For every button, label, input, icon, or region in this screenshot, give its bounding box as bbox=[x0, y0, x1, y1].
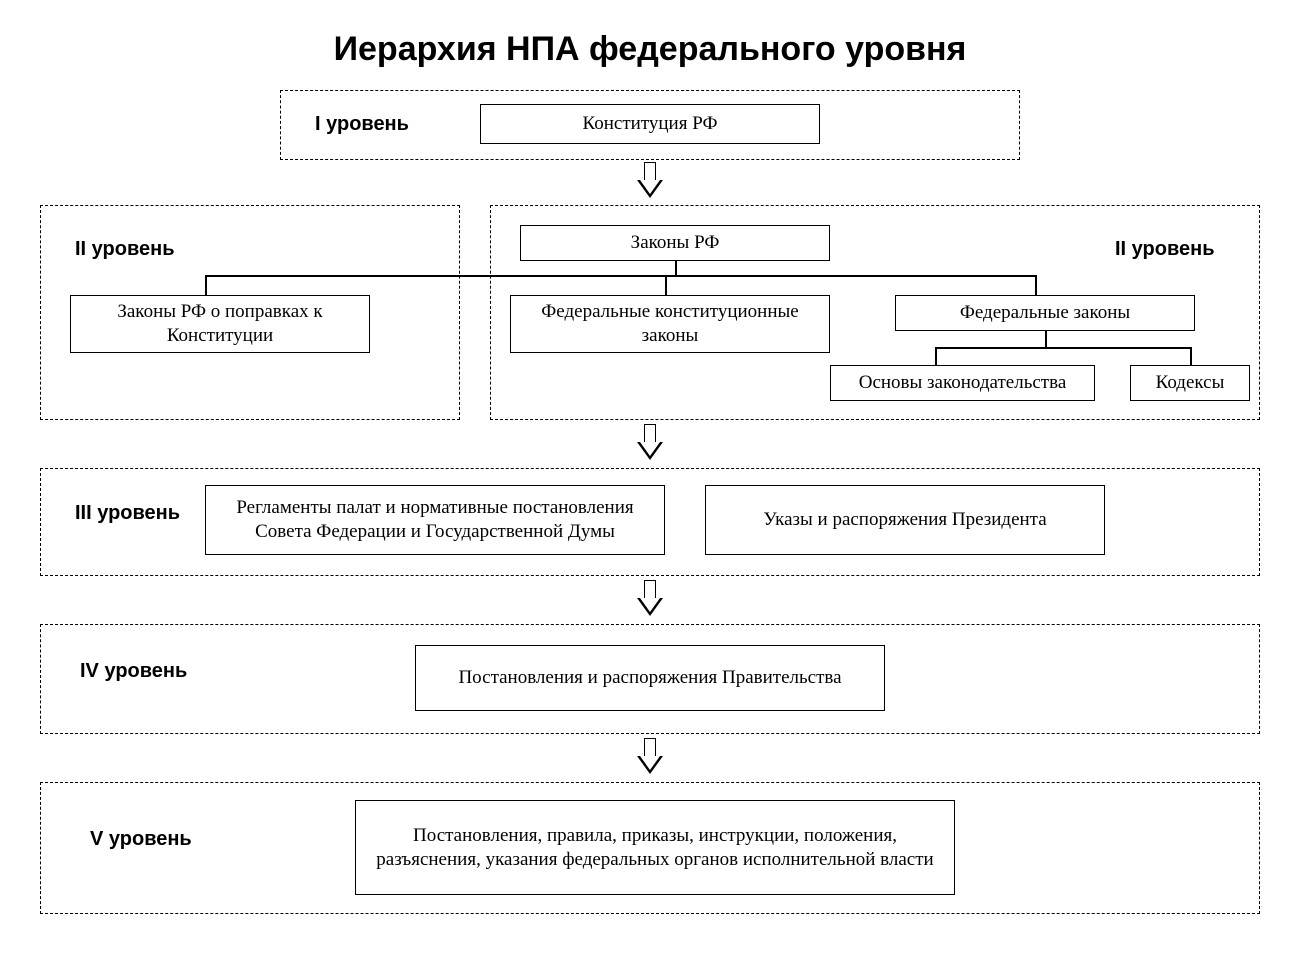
node-constitution: Конституция РФ bbox=[480, 104, 820, 144]
conn-fz-down bbox=[1045, 331, 1047, 347]
arrow-l3-l4 bbox=[638, 580, 662, 620]
level-4-label: IV уровень bbox=[80, 660, 187, 683]
node-laws-rf: Законы РФ bbox=[520, 225, 830, 261]
node-reglament-text: Регламенты палат и нормативные постановл… bbox=[214, 496, 656, 544]
node-kodeksy-text: Кодексы bbox=[1156, 371, 1225, 395]
conn-fz-c2 bbox=[1190, 347, 1192, 365]
node-kodeksy: Кодексы bbox=[1130, 365, 1250, 401]
node-fz: Федеральные законы bbox=[895, 295, 1195, 331]
conn-fz-hbar bbox=[935, 347, 1190, 349]
diagram-canvas: Иерархия НПА федерального уровня I урове… bbox=[0, 0, 1300, 974]
node-vedomstva-text: Постановления, правила, приказы, инструк… bbox=[364, 824, 946, 872]
node-fkz: Федеральные конституционные законы bbox=[510, 295, 830, 353]
arrow-l1-l2 bbox=[638, 162, 662, 202]
node-laws-rf-text: Законы РФ bbox=[631, 231, 720, 255]
node-ukazy: Указы и распоряжения Президента bbox=[705, 485, 1105, 555]
conn-laws-c3 bbox=[1035, 275, 1037, 295]
node-pravitelstvo-text: Постановления и распоряжения Правительст… bbox=[458, 666, 841, 690]
conn-laws-hbar bbox=[205, 275, 1035, 277]
level-2-right-label: II уровень bbox=[1115, 238, 1215, 261]
level-2-left-label: II уровень bbox=[75, 238, 175, 261]
node-reglament: Регламенты палат и нормативные постановл… bbox=[205, 485, 665, 555]
node-fkz-text: Федеральные конституционные законы bbox=[519, 300, 821, 348]
conn-laws-down bbox=[675, 261, 677, 275]
node-osnovy-text: Основы законодательства bbox=[859, 371, 1067, 395]
node-amend-laws: Законы РФ о поправках к Конституции bbox=[70, 295, 370, 353]
level-5-label: V уровень bbox=[90, 828, 192, 851]
node-fz-text: Федеральные законы bbox=[960, 301, 1130, 325]
node-osnovy: Основы законодательства bbox=[830, 365, 1095, 401]
node-ukazy-text: Указы и распоряжения Президента bbox=[763, 508, 1046, 532]
level-3-label: III уровень bbox=[75, 502, 180, 525]
conn-fz-c1 bbox=[935, 347, 937, 365]
node-vedomstva: Постановления, правила, приказы, инструк… bbox=[355, 800, 955, 895]
conn-laws-c2 bbox=[665, 275, 667, 295]
arrow-l4-l5 bbox=[638, 738, 662, 778]
node-constitution-text: Конституция РФ bbox=[583, 112, 718, 136]
diagram-title: Иерархия НПА федерального уровня bbox=[0, 30, 1300, 69]
conn-laws-c1 bbox=[205, 275, 207, 295]
level-1-label: I уровень bbox=[315, 113, 409, 136]
node-pravitelstvo: Постановления и распоряжения Правительст… bbox=[415, 645, 885, 711]
node-amend-laws-text: Законы РФ о поправках к Конституции bbox=[79, 300, 361, 348]
arrow-l2-l3 bbox=[638, 424, 662, 464]
